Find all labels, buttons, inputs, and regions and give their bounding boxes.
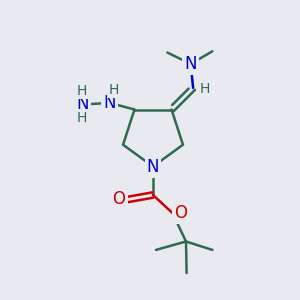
Text: N: N [103, 94, 116, 112]
Text: N: N [184, 55, 197, 73]
Text: H: H [77, 84, 87, 98]
Text: H: H [108, 83, 119, 97]
Text: N: N [76, 95, 89, 113]
Text: N: N [147, 158, 159, 175]
Text: H: H [199, 82, 210, 96]
Text: O: O [174, 204, 188, 222]
Text: H: H [77, 111, 87, 125]
Text: O: O [112, 190, 126, 208]
